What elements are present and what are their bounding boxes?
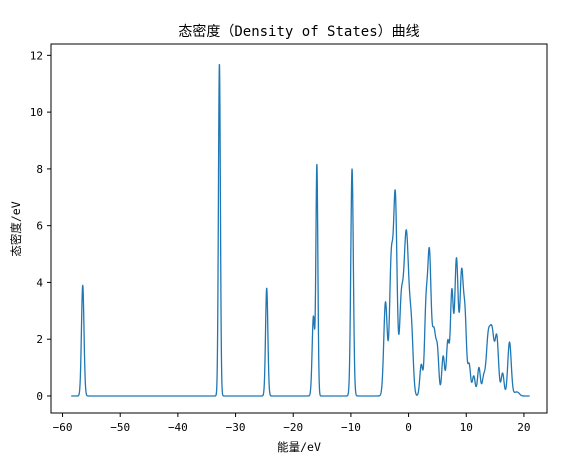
y-tick-label: 0 bbox=[36, 390, 43, 403]
x-tick-label: −40 bbox=[168, 421, 188, 434]
x-axis: −60 −50 −40 −30 −20 −10 0 10 20 bbox=[53, 413, 531, 434]
y-tick-label: 2 bbox=[36, 333, 43, 346]
y-tick-label: 6 bbox=[36, 220, 43, 233]
y-tick-label: 4 bbox=[36, 276, 43, 289]
x-tick-label: −10 bbox=[341, 421, 361, 434]
x-tick-label: −30 bbox=[226, 421, 246, 434]
x-tick-label: 0 bbox=[405, 421, 412, 434]
x-tick-label: 20 bbox=[517, 421, 530, 434]
chart-title: 态密度（Density of States）曲线 bbox=[178, 23, 419, 40]
y-axis: 0 2 4 6 8 10 12 bbox=[30, 49, 51, 403]
y-tick-label: 10 bbox=[30, 106, 43, 119]
y-axis-label: 态密度/eV bbox=[9, 201, 23, 256]
x-tick-label: −60 bbox=[53, 421, 73, 434]
x-tick-label: −50 bbox=[110, 421, 130, 434]
x-axis-label: 能量/eV bbox=[277, 440, 321, 454]
y-tick-label: 8 bbox=[36, 163, 43, 176]
dos-series-line bbox=[70, 63, 531, 397]
x-tick-label: 10 bbox=[460, 421, 473, 434]
y-tick-label: 12 bbox=[30, 49, 43, 62]
plot-frame bbox=[50, 43, 548, 414]
x-tick-label: −20 bbox=[283, 421, 303, 434]
